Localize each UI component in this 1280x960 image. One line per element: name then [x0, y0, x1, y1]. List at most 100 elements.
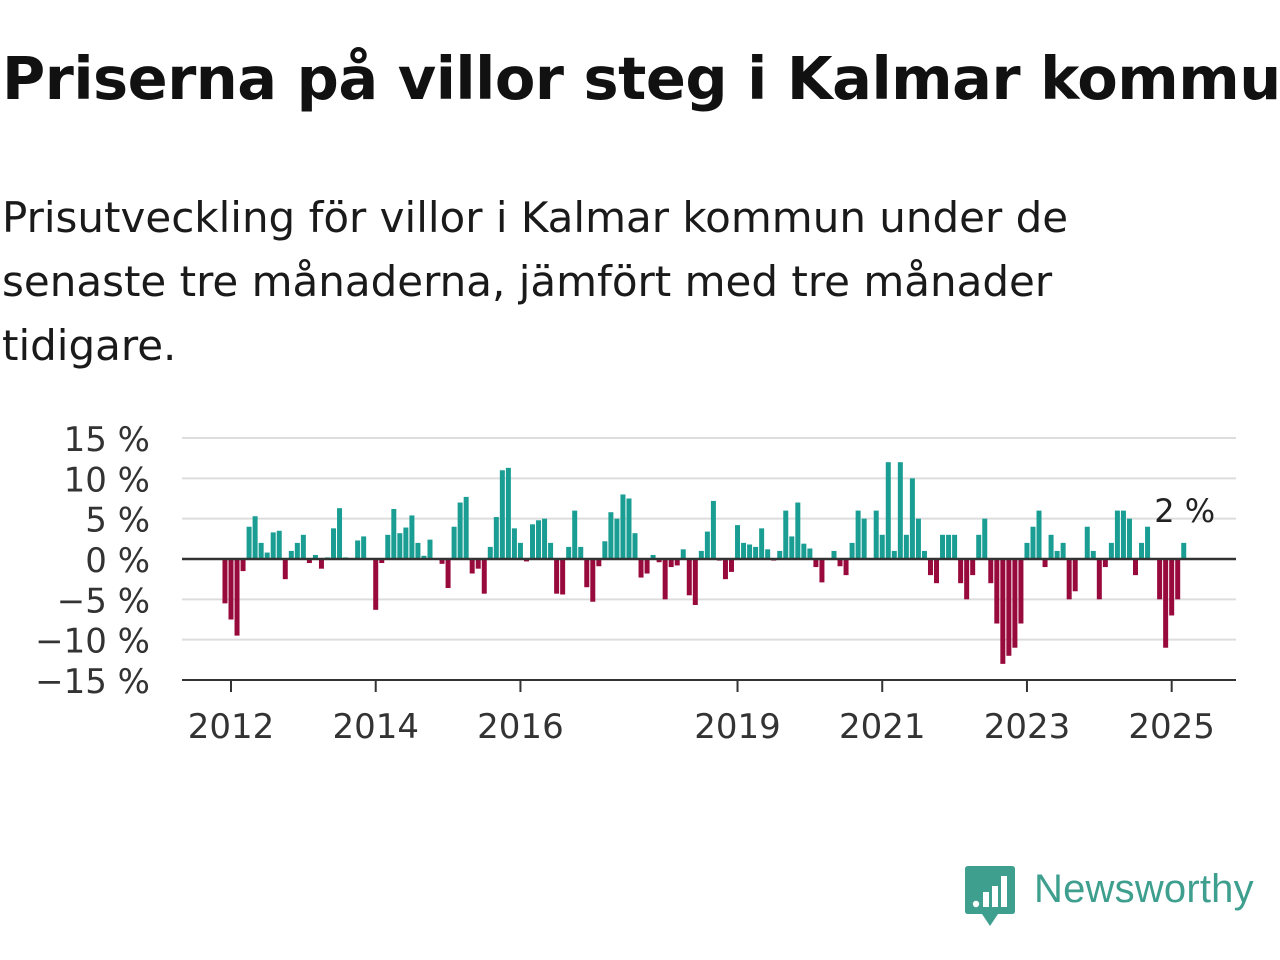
bar [855, 510, 861, 559]
bar [228, 559, 234, 620]
bar [698, 550, 704, 559]
bar [264, 552, 270, 559]
bar [276, 530, 282, 559]
bar [927, 559, 933, 576]
bar [355, 540, 361, 559]
bar [885, 462, 891, 559]
bar [879, 534, 885, 559]
bar [958, 559, 964, 584]
bar [644, 559, 650, 574]
bar [548, 542, 554, 559]
bar [385, 534, 391, 559]
bar [759, 528, 765, 559]
bar [994, 559, 1000, 624]
newsworthy-logo-icon [965, 866, 1015, 926]
bar [765, 549, 771, 559]
bar [318, 559, 324, 569]
x-tick-label: 2014 [332, 707, 419, 747]
bar [1102, 559, 1108, 568]
bar [222, 559, 228, 604]
bar [1036, 510, 1042, 559]
bar [1145, 526, 1151, 559]
tick-labels: 15 %10 %5 %0 %−5 %−10 %−15 % 2012 2014 2016… [35, 420, 1215, 747]
bar [915, 518, 921, 559]
bar [843, 559, 849, 576]
bar [741, 542, 747, 559]
bar [753, 546, 759, 559]
bar [457, 502, 463, 559]
bar [463, 496, 469, 559]
bar [735, 525, 741, 559]
bar [909, 478, 915, 559]
bar [1090, 550, 1096, 559]
bar [542, 518, 548, 559]
bar [530, 524, 535, 559]
y-tick-label: 15 % [64, 420, 150, 460]
bar [1012, 559, 1018, 648]
bar [415, 542, 421, 559]
bar [656, 559, 662, 563]
y-tick-label: −10 % [35, 622, 150, 662]
bar [903, 534, 909, 559]
bar [505, 467, 511, 559]
bar [692, 559, 698, 605]
bar [747, 544, 753, 559]
bar [783, 510, 789, 559]
bar [1024, 542, 1030, 559]
bar [590, 559, 596, 602]
x-tick-label: 2016 [477, 707, 564, 747]
y-tick-label: −15 % [35, 662, 150, 702]
bar [331, 528, 337, 559]
bar [1139, 542, 1145, 559]
bar [704, 531, 710, 559]
bar [940, 534, 946, 559]
bar [469, 559, 475, 574]
bar [451, 526, 457, 559]
bar [1066, 559, 1072, 600]
bar [807, 548, 813, 559]
bar [620, 494, 626, 559]
bar [1000, 559, 1006, 664]
bar [674, 559, 680, 566]
bar [1042, 559, 1048, 568]
bar [1108, 542, 1114, 559]
bar [891, 550, 897, 559]
bar [572, 510, 578, 559]
bar [493, 517, 499, 559]
bar [819, 559, 825, 583]
bar [1133, 559, 1138, 576]
bar [946, 534, 952, 559]
bar [970, 559, 976, 576]
bar [240, 559, 246, 572]
bar [1169, 559, 1175, 616]
bar [1054, 550, 1060, 559]
bar [1060, 542, 1066, 559]
bar [801, 543, 807, 559]
bar [1084, 526, 1090, 559]
bars [222, 462, 1187, 664]
bar [252, 516, 258, 559]
y-tick-label: 10 % [64, 460, 150, 500]
bar [584, 559, 590, 588]
bar [831, 550, 837, 559]
bar [499, 470, 505, 559]
bar [373, 559, 379, 610]
bar [511, 528, 517, 559]
bar [632, 533, 638, 559]
bar [554, 559, 560, 594]
bar [710, 500, 716, 559]
bar [439, 559, 445, 564]
bar [397, 533, 403, 559]
bar [921, 550, 927, 559]
brand-name: Newsworthy [1034, 867, 1254, 911]
bar [300, 534, 306, 559]
bar [626, 498, 632, 559]
bar [1114, 510, 1120, 559]
bar [934, 559, 940, 584]
bar [1120, 510, 1126, 559]
bar [982, 518, 988, 559]
bar-chart: 15 %10 %5 %0 %−5 %−10 %−15 % 2012 2014 2016… [35, 420, 1236, 747]
bar [270, 532, 276, 559]
bar [409, 515, 415, 559]
bar [361, 536, 367, 559]
